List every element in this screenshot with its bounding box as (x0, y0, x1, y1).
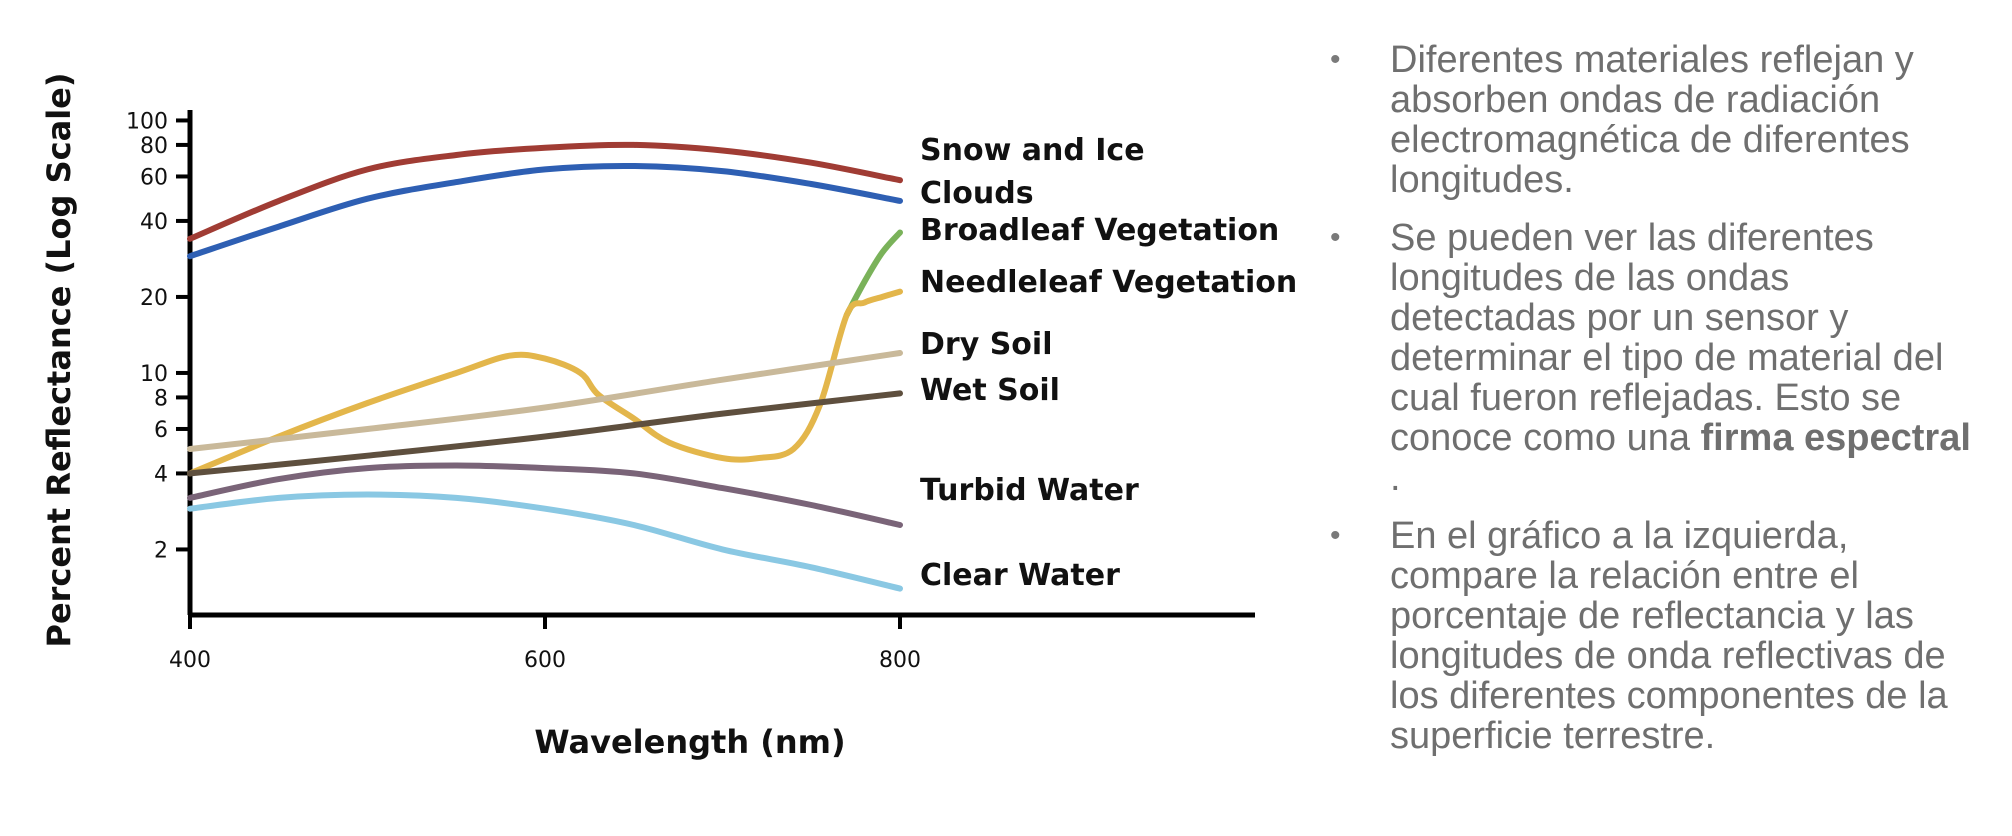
x-tick-label: 400 (169, 648, 211, 673)
explanation-item-2: • Se pueden ver las diferentes longitude… (1325, 218, 1985, 498)
y-tick-label: 60 (140, 165, 168, 190)
series-line-snow-and-ice (187, 141, 903, 242)
y-axis-title: Percent Reflectance (Log Scale) (40, 73, 78, 648)
series-label-needleleaf-vegetation: Needleleaf Vegetation (920, 265, 1297, 300)
y-tick-label: 40 (140, 210, 168, 235)
y-tick-label: 100 (126, 109, 168, 134)
explanation-text-3: En el gráfico a la izquierda, compare la… (1390, 515, 1948, 757)
y-tick-label: 6 (154, 418, 168, 443)
y-tick-label: 10 (140, 362, 168, 387)
y-tick-label: 80 (140, 134, 168, 159)
spectral-signature-term: firma espectral (1700, 417, 1971, 459)
series-label-snow-and-ice: Snow and Ice (920, 133, 1145, 168)
series-line-dry-soil (187, 350, 903, 452)
series-line-clouds (187, 162, 903, 260)
explanation-item-1: • Diferentes materiales reflejan y absor… (1325, 40, 1985, 200)
series-label-clouds: Clouds (920, 176, 1034, 211)
x-tick-label: 600 (524, 648, 566, 673)
bullet-icon: • (1330, 519, 1341, 552)
y-tick-label: 20 (140, 286, 168, 311)
bullet-icon: • (1330, 43, 1341, 76)
series-label-clear-water: Clear Water (920, 558, 1120, 593)
explanation-list: • Diferentes materiales reflejan y absor… (1325, 40, 1985, 774)
series-line-clear-water (187, 491, 903, 592)
series-line-broadleaf-vegetation (843, 229, 903, 318)
y-tick-label: 2 (154, 538, 168, 563)
chart-series (187, 141, 903, 592)
series-line-wet-soil (187, 390, 903, 477)
series-label-turbid-water: Turbid Water (920, 473, 1139, 508)
y-tick-label: 4 (154, 462, 168, 487)
explanation-text-2: Se pueden ver las diferentes longitudes … (1390, 217, 1944, 459)
x-axis-title: Wavelength (nm) (534, 723, 845, 761)
x-tick-label: 800 (879, 648, 921, 673)
series-label-dry-soil: Dry Soil (920, 327, 1052, 362)
series-line-needleleaf-vegetation (187, 288, 903, 477)
bullet-icon: • (1330, 221, 1341, 254)
series-label-wet-soil: Wet Soil (920, 373, 1060, 408)
y-tick-label: 8 (154, 386, 168, 411)
explanation-text-2-end: . (1390, 457, 1401, 499)
explanation-item-3: • En el gráfico a la izquierda, compare … (1325, 516, 1985, 756)
explanation-text-1: Diferentes materiales reflejan y absorbe… (1390, 39, 1914, 201)
series-line-turbid-water (187, 462, 903, 528)
series-label-broadleaf-vegetation: Broadleaf Vegetation (920, 213, 1279, 248)
